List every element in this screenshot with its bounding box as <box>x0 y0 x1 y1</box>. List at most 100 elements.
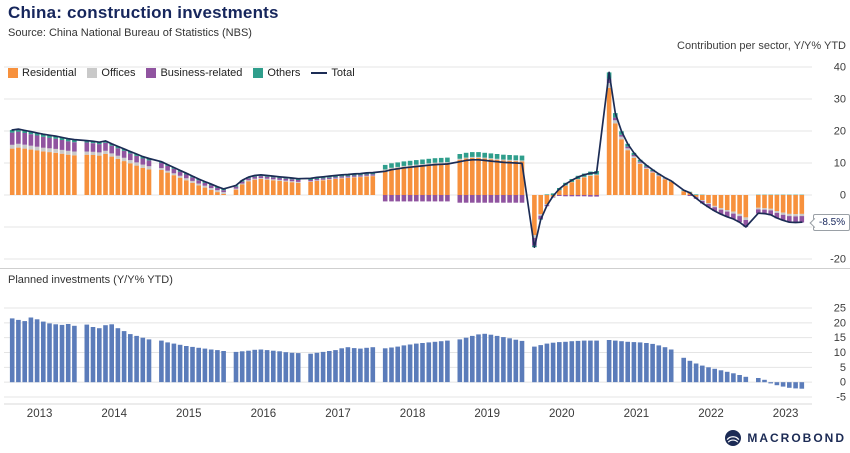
bar-segment <box>501 160 506 195</box>
bar <box>488 334 494 383</box>
bar-segment <box>737 216 742 223</box>
bar-segment <box>239 184 245 195</box>
bar-segment <box>103 150 108 154</box>
bar-segment <box>389 167 394 169</box>
last-value-callout: -8.5% <box>813 214 850 231</box>
bar-segment <box>787 195 792 214</box>
bar-segment <box>756 209 761 214</box>
bar-segment <box>184 178 189 181</box>
bar-segment <box>575 179 581 195</box>
bar-segment <box>271 180 276 195</box>
bar-segment <box>345 177 351 178</box>
bar-segment <box>308 180 313 182</box>
bar-segment <box>563 185 568 195</box>
bar-segment <box>631 156 637 158</box>
bar <box>656 345 662 383</box>
bar-segment <box>476 157 481 195</box>
bar-segment <box>59 137 65 140</box>
bar <box>544 343 550 383</box>
bar-segment <box>364 175 369 177</box>
bar-segment <box>171 173 177 176</box>
legend-item-business-related: Business-related <box>146 67 242 79</box>
bar-segment <box>103 154 108 195</box>
bar-segment <box>768 208 773 211</box>
bar <box>768 382 773 384</box>
y-tick-label: 20 <box>834 317 846 329</box>
bar <box>184 346 189 383</box>
bar-segment <box>358 175 363 177</box>
bar <box>631 342 637 383</box>
bar-segment <box>246 180 251 182</box>
bar-segment <box>146 166 152 170</box>
bar <box>283 352 289 383</box>
bar-segment <box>109 145 114 154</box>
bar <box>407 344 413 383</box>
bar-segment <box>221 190 226 193</box>
bar-segment <box>488 195 494 203</box>
bar-segment <box>115 155 121 159</box>
bar <box>550 342 556 383</box>
bar-segment <box>22 132 27 145</box>
bar-segment <box>171 175 177 195</box>
bar-segment <box>239 181 245 184</box>
bar-segment <box>650 171 655 172</box>
bar-segment <box>395 166 400 168</box>
bar <box>401 345 407 383</box>
bar <box>208 349 214 383</box>
bar-segment <box>762 208 767 210</box>
bar-segment <box>277 180 282 181</box>
x-tick-label: 2023 <box>773 408 799 420</box>
bar-segment <box>121 161 127 195</box>
bar-segment <box>401 166 407 195</box>
bar-segment <box>743 217 749 220</box>
bar <box>84 324 90 383</box>
bar-segment <box>146 160 152 167</box>
bar-segment <box>538 215 543 219</box>
bar-segment <box>569 182 575 195</box>
bar-segment <box>41 136 46 148</box>
bar-segment <box>501 159 506 161</box>
legend-color-swatch <box>87 68 98 78</box>
macrobond-logo: MACROBOND <box>725 430 846 446</box>
bar-segment <box>215 192 220 195</box>
bar-segment <box>22 144 27 149</box>
bar-segment <box>544 194 550 195</box>
bar-segment <box>463 158 469 195</box>
bar-segment <box>190 177 195 181</box>
bar-segment <box>345 178 351 195</box>
bar-segment <box>662 179 668 195</box>
x-tick-label: 2022 <box>698 408 724 420</box>
bar <box>470 335 475 383</box>
bar-segment <box>246 178 251 181</box>
bar-segment <box>426 195 432 202</box>
bar-segment <box>569 195 575 197</box>
bar-segment <box>532 195 537 235</box>
bar-segment <box>445 162 450 163</box>
bar-segment <box>53 152 58 195</box>
bar <box>799 382 805 389</box>
bar <box>389 347 394 383</box>
bar <box>501 337 506 383</box>
bar-segment <box>28 131 34 135</box>
bar-segment <box>513 160 519 162</box>
bar-segment <box>22 130 27 133</box>
bar-segment <box>351 176 357 178</box>
bar-segment <box>283 180 289 182</box>
bar-segment <box>550 193 556 195</box>
bar-segment <box>370 175 376 177</box>
bar <box>221 351 226 383</box>
bar-segment <box>438 195 444 202</box>
bar-segment <box>501 195 506 203</box>
bar-segment <box>22 148 27 195</box>
bar-segment <box>140 156 146 159</box>
bar <box>103 325 108 383</box>
bar-segment <box>414 164 419 166</box>
bar-segment <box>470 152 475 157</box>
legend-line-swatch <box>311 72 328 74</box>
bar-segment <box>445 157 450 163</box>
bar-segment <box>588 175 593 195</box>
bar <box>718 370 724 383</box>
bar-segment <box>407 165 413 167</box>
bar-segment <box>190 182 195 195</box>
bar <box>762 379 767 383</box>
